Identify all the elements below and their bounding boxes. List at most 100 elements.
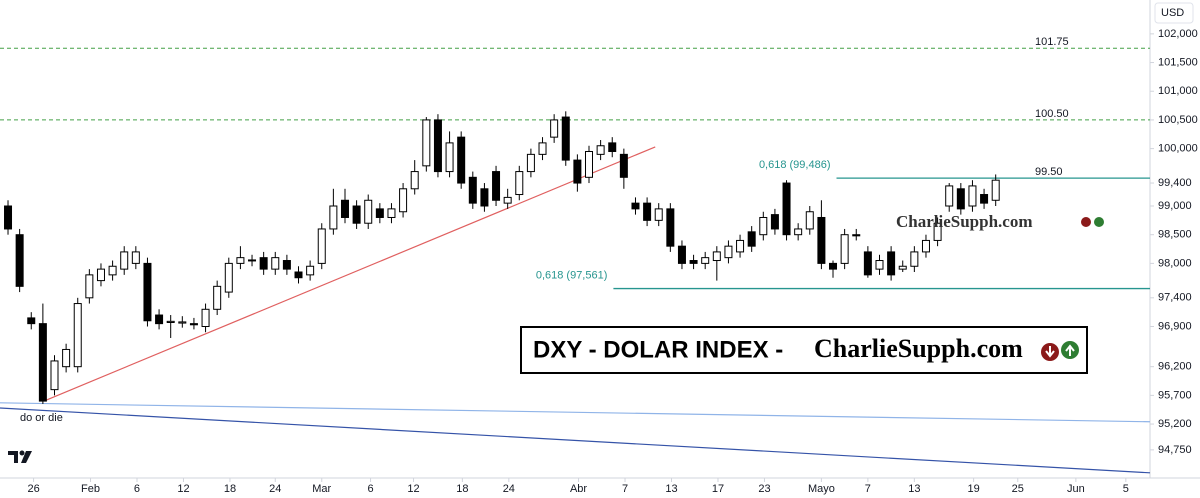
candle-body — [619, 153, 628, 178]
candle-body — [340, 199, 349, 218]
y-tick-label: 97,400 — [1158, 292, 1192, 304]
x-tick-label: 12 — [407, 483, 419, 495]
candle-body — [829, 262, 838, 270]
candle-body — [410, 171, 419, 190]
candle-body — [271, 257, 280, 270]
x-tick-label: 24 — [503, 483, 515, 495]
y-tick-label: 99,400 — [1158, 177, 1192, 189]
candle-body — [712, 251, 721, 262]
x-tick-label: 6 — [134, 483, 140, 495]
candle-body — [178, 321, 187, 324]
candle-body — [189, 323, 198, 326]
candle-body — [433, 119, 442, 173]
watermark-icons — [1081, 217, 1104, 227]
candle-body — [4, 205, 13, 230]
candle-body — [689, 260, 698, 264]
x-tick-label: Mayo — [808, 483, 835, 495]
x-tick-label: 25 — [1012, 483, 1024, 495]
candle-body — [306, 265, 315, 276]
y-tick-label: 95,200 — [1158, 418, 1192, 430]
banner-site: CharlieSupph.com — [814, 334, 1023, 363]
banner-icons — [1041, 341, 1079, 361]
y-tick-label: 99,000 — [1158, 200, 1192, 212]
candle-body — [654, 208, 663, 221]
x-tick-label: 12 — [177, 483, 189, 495]
candle-body — [492, 171, 501, 201]
candle-body — [248, 259, 257, 262]
x-tick-label: 18 — [456, 483, 468, 495]
candle-body — [817, 216, 826, 264]
x-tick-label: 7 — [865, 483, 871, 495]
candle-body — [631, 202, 640, 210]
x-tick-label: Jun — [1067, 483, 1085, 495]
x-tick-label: Feb — [81, 483, 100, 495]
candle-body — [887, 251, 896, 276]
candle-body — [573, 159, 582, 184]
candle-body — [724, 245, 733, 259]
candle-body — [898, 265, 907, 270]
currency-box[interactable] — [1154, 2, 1194, 24]
y-tick-label: 96,200 — [1158, 361, 1192, 373]
candle-body — [364, 199, 373, 224]
y-tick-label: 96,900 — [1158, 320, 1192, 332]
y-tick-label: 101,000 — [1158, 85, 1198, 97]
candle-body — [468, 176, 477, 204]
y-tick-label: 95,700 — [1158, 389, 1192, 401]
trendline — [44, 146, 656, 402]
candle-body — [294, 271, 303, 279]
candle-body — [677, 245, 686, 264]
candle-body — [62, 348, 71, 368]
x-tick-label: 17 — [712, 483, 724, 495]
banner — [520, 326, 1088, 374]
candle-body — [863, 251, 872, 276]
candle-body — [945, 185, 954, 207]
candle-body — [585, 150, 594, 178]
candle-body — [317, 228, 326, 264]
currency[interactable]: USD — [1161, 7, 1184, 19]
annotation: do or die — [20, 412, 63, 424]
x-tick-label: 6 — [367, 483, 373, 495]
level-label: 100.50 — [1035, 108, 1069, 120]
fib-label: 0,618 (99,486) — [759, 159, 831, 171]
candle-body — [666, 208, 675, 247]
candle-body — [387, 208, 396, 218]
candle-body — [329, 205, 338, 230]
candle-body — [259, 257, 268, 270]
candle-body — [840, 234, 849, 264]
candle-body — [747, 231, 756, 247]
candle-body — [224, 262, 233, 293]
x-tick-label: 24 — [269, 483, 281, 495]
candle-body — [980, 194, 989, 204]
candle-body — [550, 119, 559, 138]
banner-title: DXY - DOLAR INDEX - — [533, 336, 783, 363]
trendline — [0, 402, 1151, 423]
candle-body — [991, 179, 1000, 201]
candle-body — [445, 142, 454, 173]
candle-body — [375, 208, 384, 218]
candle-body — [875, 260, 884, 270]
y-tick-label: 102,000 — [1158, 28, 1198, 40]
x-tick-label: Mar — [312, 483, 331, 495]
candle-body — [120, 251, 129, 270]
level-label: 101.75 — [1035, 36, 1069, 48]
y-tick-label: 101,500 — [1158, 56, 1198, 68]
candle-body — [399, 188, 408, 213]
candle-body — [643, 202, 652, 221]
candle-body — [27, 317, 36, 325]
candle-body — [155, 314, 164, 325]
candle-body — [910, 251, 919, 267]
candle-body — [538, 142, 547, 155]
x-tick-label: 18 — [224, 483, 236, 495]
candle-body — [968, 185, 977, 207]
candle-body — [166, 320, 175, 323]
watermark: CharlieSupph.com — [896, 212, 1033, 231]
y-tick-label: 98,500 — [1158, 229, 1192, 241]
y-tick-label: 100,500 — [1158, 114, 1198, 126]
level-label: 99.50 — [1035, 166, 1063, 178]
fib-label: 0,618 (97,561) — [536, 269, 608, 281]
candle-body — [736, 239, 745, 253]
candle-body — [236, 257, 245, 264]
x-tick-label: 19 — [967, 483, 979, 495]
y-tick-label: 100,000 — [1158, 143, 1198, 155]
